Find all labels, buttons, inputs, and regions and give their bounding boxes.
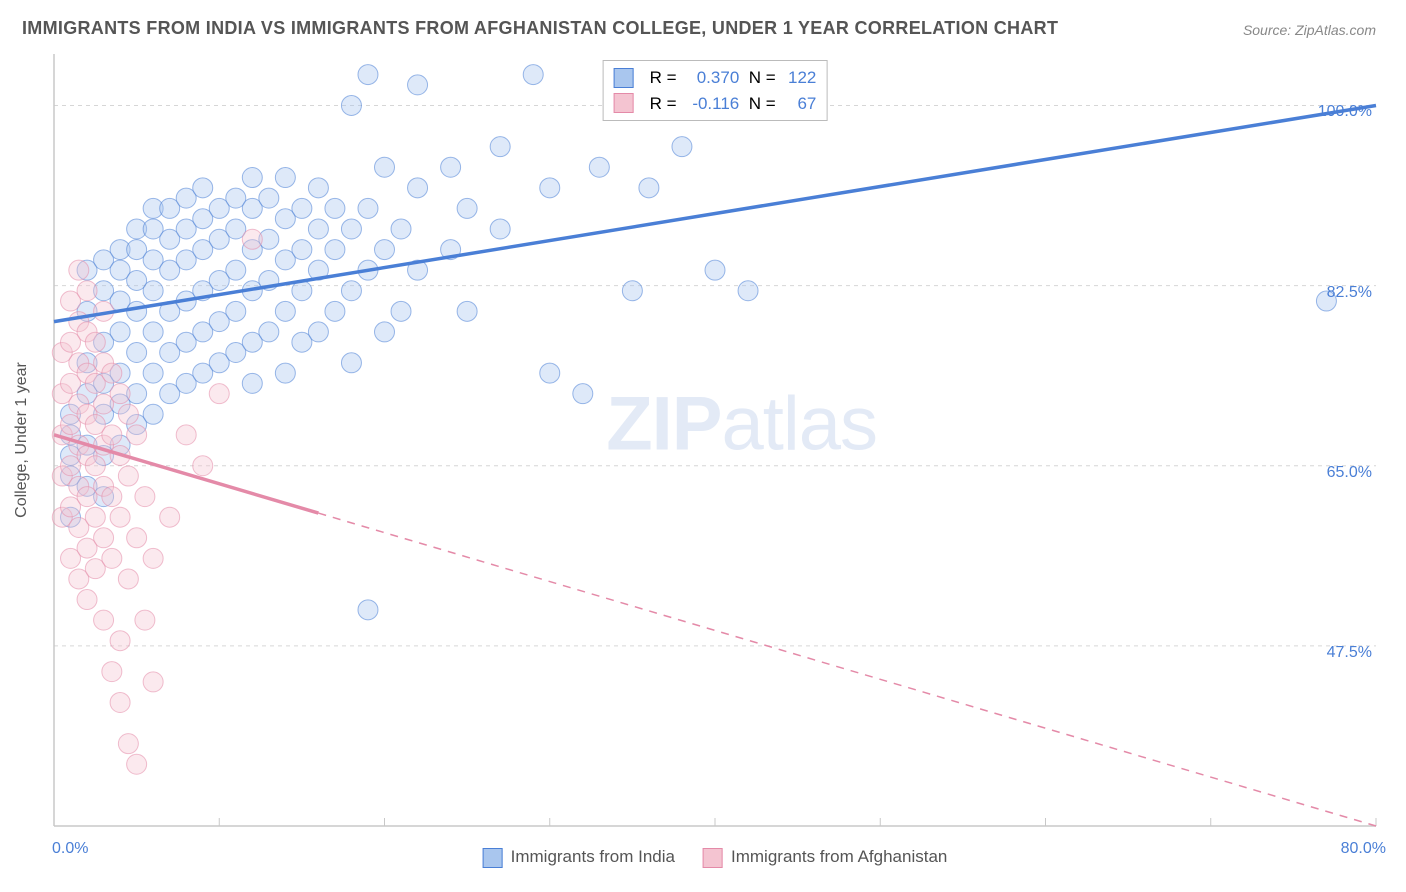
chart-area: College, Under 1 year ZIPatlas 47.5%65.0… — [50, 50, 1380, 830]
legend-item: Immigrants from Afghanistan — [703, 847, 947, 868]
y-tick-label: 47.5% — [1327, 644, 1372, 662]
y-tick-label: 100.0% — [1318, 103, 1372, 121]
legend-item: Immigrants from India — [483, 847, 675, 868]
correlation-legend-row: R = 0.370 N = 122 — [614, 65, 817, 91]
legend-swatch — [614, 93, 634, 113]
correlation-legend-row: R = -0.116 N = 67 — [614, 91, 817, 117]
legend-label: Immigrants from India — [511, 847, 675, 866]
x-tick-label: 0.0% — [52, 840, 88, 858]
legend-r-label: R = 0.370 N = 122 — [650, 65, 817, 91]
correlation-legend: R = 0.370 N = 122R = -0.116 N = 67 — [603, 60, 828, 121]
legend-label: Immigrants from Afghanistan — [731, 847, 947, 866]
x-tick-label: 80.0% — [1326, 840, 1386, 858]
y-tick-label: 82.5% — [1327, 284, 1372, 302]
legend-r-label: R = -0.116 N = 67 — [650, 91, 817, 117]
y-axis-label: College, Under 1 year — [13, 362, 31, 518]
scatter-plot-svg — [50, 50, 1380, 830]
legend-swatch — [703, 848, 723, 868]
source-name: ZipAtlas.com — [1295, 22, 1376, 38]
chart-title: IMMIGRANTS FROM INDIA VS IMMIGRANTS FROM… — [22, 18, 1058, 39]
y-tick-label: 65.0% — [1327, 464, 1372, 482]
series-legend: Immigrants from India Immigrants from Afg… — [483, 847, 948, 868]
legend-swatch — [614, 68, 634, 88]
legend-swatch — [483, 848, 503, 868]
source-label: Source: — [1243, 22, 1295, 38]
source-attribution: Source: ZipAtlas.com — [1243, 22, 1376, 38]
